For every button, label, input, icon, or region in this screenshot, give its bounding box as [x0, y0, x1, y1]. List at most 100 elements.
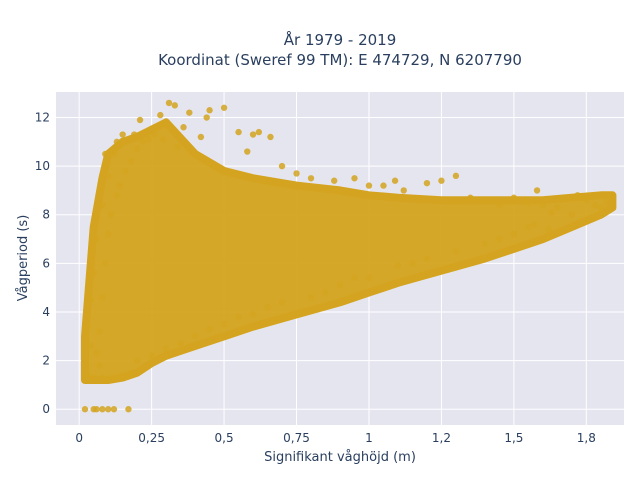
data-point [235, 313, 242, 321]
data-point [104, 376, 112, 384]
data-point [365, 182, 373, 189]
data-point [162, 345, 170, 352]
data-point [365, 274, 373, 282]
data-point [104, 230, 112, 238]
data-point [545, 226, 552, 233]
data-point [554, 204, 561, 211]
data-point [496, 201, 503, 209]
data-point [331, 177, 338, 184]
data-point [609, 192, 616, 199]
data-point [533, 187, 541, 194]
data-point [87, 296, 94, 304]
data-point [278, 162, 286, 170]
y-tick-label: 8 [42, 208, 50, 222]
data-point [110, 150, 118, 158]
data-point [391, 177, 399, 184]
data-point [438, 177, 445, 184]
data-point [116, 182, 123, 189]
data-point [186, 109, 193, 116]
data-point [206, 107, 213, 114]
data-point [110, 374, 118, 381]
data-points [81, 99, 616, 413]
data-point [278, 299, 286, 306]
data-point [90, 374, 97, 381]
data-point [99, 406, 106, 413]
data-point [145, 136, 152, 143]
data-point [119, 131, 126, 138]
data-point [131, 131, 138, 138]
point-cloud-band [81, 118, 617, 384]
data-point [548, 209, 555, 216]
data-point [423, 179, 431, 187]
data-point [133, 357, 141, 364]
data-point [591, 201, 599, 209]
data-point [90, 269, 97, 277]
data-point [113, 138, 121, 146]
data-point [267, 133, 274, 141]
data-point [113, 192, 121, 199]
data-point [307, 175, 315, 182]
data-point [99, 294, 106, 301]
data-point [603, 199, 610, 206]
y-tick-label: 2 [42, 354, 50, 368]
x-axis-title: Signifikant våghöjd (m) [264, 450, 416, 465]
data-point [171, 102, 179, 109]
data-point [409, 260, 416, 267]
data-point [107, 211, 115, 218]
data-point [102, 150, 109, 158]
data-point [351, 175, 358, 182]
x-tick-label: 1,5 [504, 431, 523, 445]
data-point [307, 294, 315, 301]
data-point [244, 148, 251, 155]
y-tick-label: 6 [42, 256, 50, 270]
data-point [128, 158, 135, 165]
data-point [380, 182, 387, 189]
data-point [157, 111, 164, 119]
data-point [203, 114, 210, 121]
data-point [562, 194, 570, 201]
x-tick-label: 0 [75, 431, 83, 445]
data-point [165, 99, 173, 107]
data-point [93, 350, 100, 357]
data-point [102, 260, 109, 267]
data-point [99, 201, 106, 209]
data-point [148, 352, 155, 359]
data-point [174, 143, 181, 150]
data-point [255, 128, 263, 136]
data-point [583, 196, 590, 204]
data-point [197, 133, 205, 141]
y-axis-ticks: 0 2 4 6 8 10 12 [35, 111, 50, 417]
data-point [180, 124, 187, 131]
x-tick-label: 1,2 [432, 431, 451, 445]
data-point [122, 167, 129, 175]
chart-title-line-1: År 1979 - 2019 [284, 30, 397, 49]
chart-title-line-2: Koordinat (Sweref 99 TM): E 474729, N 62… [158, 51, 522, 69]
x-tick-label: 1,8 [577, 431, 596, 445]
y-tick-label: 12 [35, 111, 50, 125]
data-point [525, 199, 532, 206]
x-tick-label: 1 [365, 431, 373, 445]
data-point [293, 170, 300, 177]
data-point [151, 131, 158, 138]
data-point [84, 371, 92, 379]
data-point [510, 194, 518, 201]
data-point [597, 204, 605, 211]
point-cloud [81, 118, 617, 384]
data-point [93, 235, 100, 243]
data-point [220, 104, 228, 111]
data-point [96, 362, 103, 369]
data-point [177, 340, 184, 347]
data-point [125, 406, 132, 413]
data-point [400, 187, 407, 194]
data-point [119, 371, 126, 379]
grid-layer [56, 92, 624, 425]
data-point [160, 136, 167, 143]
y-tick-label: 0 [42, 402, 50, 416]
data-point [510, 230, 518, 238]
data-point [423, 255, 431, 262]
data-point [481, 240, 489, 248]
data-point [264, 303, 271, 311]
data-point [133, 145, 141, 153]
data-point [496, 235, 503, 243]
